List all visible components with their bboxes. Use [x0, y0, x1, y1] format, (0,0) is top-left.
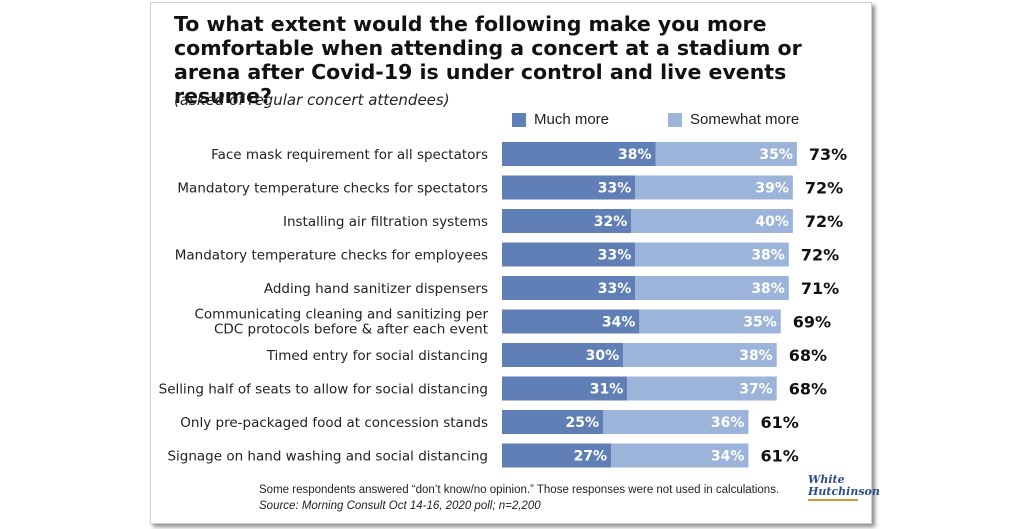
- total-label-2: 72%: [805, 179, 843, 198]
- data-label-much-more-2: 33%: [598, 181, 632, 197]
- data-label-much-more-6: 34%: [602, 315, 636, 331]
- data-label-somewhat-more-9: 36%: [711, 415, 745, 431]
- total-label-5: 71%: [801, 279, 839, 298]
- legend-swatch-much-more: [512, 112, 526, 127]
- bar-somewhat-more-7: [623, 343, 777, 367]
- data-label-somewhat-more-1: 35%: [759, 147, 793, 163]
- category-label-3: Installing air filtration systems: [283, 214, 488, 230]
- category-label-9: Only pre-packaged food at concession sta…: [180, 415, 488, 431]
- footnote: Some respondents answered “don’t know/no…: [259, 484, 780, 496]
- data-label-somewhat-more-8: 37%: [739, 382, 773, 398]
- category-label-1: Face mask requirement for all spectators: [211, 147, 488, 163]
- category-label-line: Mandatory temperature checks for employe…: [175, 248, 488, 264]
- category-label-6: Communicating cleaning and sanitizing pe…: [194, 307, 488, 338]
- total-label-9: 61%: [760, 413, 798, 432]
- stacked-bar-chart: Face mask requirement for all spectators…: [159, 142, 847, 468]
- bar-somewhat-more-5: [635, 276, 789, 300]
- data-label-much-more-3: 32%: [594, 214, 628, 230]
- bar-much-more-6: [502, 309, 640, 334]
- category-label-line: Signage on hand washing and social dista…: [167, 449, 488, 465]
- data-label-much-more-10: 27%: [574, 449, 608, 465]
- category-label-line: Communicating cleaning and sanitizing pe…: [194, 307, 488, 323]
- category-label-line: Selling half of seats to allow for socia…: [159, 382, 488, 398]
- bar-somewhat-more-9: [603, 410, 749, 434]
- logo-text-hutchinson: Hutchinson: [808, 485, 880, 498]
- bar-somewhat-more-1: [655, 142, 797, 166]
- total-label-7: 68%: [789, 346, 827, 365]
- bar-much-more-8: [502, 376, 628, 401]
- legend-item-somewhat-more: Somewhat more: [668, 111, 799, 128]
- category-label-2: Mandatory temperature checks for spectat…: [177, 181, 488, 197]
- category-label-line: Timed entry for social distancing: [266, 348, 488, 364]
- bar-much-more-7: [502, 343, 624, 367]
- data-label-somewhat-more-10: 34%: [711, 449, 745, 465]
- category-label-line: Only pre-packaged food at concession sta…: [180, 415, 488, 431]
- bar-somewhat-more-6: [639, 309, 781, 334]
- data-label-somewhat-more-5: 38%: [751, 281, 785, 297]
- category-label-line: Installing air filtration systems: [283, 214, 488, 230]
- data-label-much-more-4: 33%: [598, 248, 632, 264]
- data-label-much-more-1: 38%: [618, 147, 652, 163]
- category-label-7: Timed entry for social distancing: [266, 348, 488, 364]
- category-label-line: Mandatory temperature checks for spectat…: [177, 181, 488, 197]
- bar-much-more-10: [502, 443, 612, 468]
- source-note: Source: Morning Consult Oct 14-16, 2020 …: [259, 500, 541, 512]
- chart-subtitle: (asked of regular concert attendees): [174, 91, 450, 109]
- legend-item-much-more: Much more: [512, 111, 609, 128]
- category-label-line: Adding hand sanitizer dispensers: [264, 281, 488, 297]
- bar-much-more-4: [502, 242, 636, 267]
- category-label-line: CDC protocols before & after each event: [214, 322, 488, 338]
- total-label-1: 73%: [809, 145, 847, 164]
- data-label-somewhat-more-7: 38%: [739, 348, 773, 364]
- data-label-somewhat-more-6: 35%: [743, 315, 777, 331]
- bar-much-more-3: [502, 209, 632, 233]
- category-label-4: Mandatory temperature checks for employe…: [175, 248, 488, 264]
- bar-much-more-1: [502, 142, 656, 166]
- data-label-much-more-8: 31%: [590, 382, 624, 398]
- chart-title: To what extent would the following make …: [174, 12, 802, 108]
- category-label-8: Selling half of seats to allow for socia…: [159, 382, 488, 398]
- bar-much-more-9: [502, 410, 603, 434]
- total-label-3: 72%: [805, 212, 843, 231]
- total-label-6: 69%: [793, 313, 831, 332]
- bar-somewhat-more-4: [635, 242, 789, 267]
- category-label-5: Adding hand sanitizer dispensers: [264, 281, 488, 297]
- legend-swatch-somewhat-more: [668, 112, 682, 127]
- white-hutchinson-logo: White Hutchinson: [808, 473, 880, 516]
- data-label-somewhat-more-4: 38%: [751, 248, 785, 264]
- bar-much-more-5: [502, 276, 636, 300]
- bar-much-more-2: [502, 175, 636, 200]
- legend-label-much-more: Much more: [534, 111, 610, 128]
- data-label-somewhat-more-3: 40%: [755, 214, 789, 230]
- logo-swoosh: [808, 499, 858, 507]
- total-label-4: 72%: [801, 246, 839, 265]
- bar-somewhat-more-2: [635, 175, 793, 200]
- data-label-much-more-7: 30%: [586, 348, 620, 364]
- logo-text-white: White: [808, 473, 845, 486]
- data-label-much-more-5: 33%: [598, 281, 632, 297]
- legend-label-somewhat-more: Somewhat more: [690, 111, 800, 128]
- bar-somewhat-more-3: [631, 209, 793, 233]
- bar-somewhat-more-10: [611, 443, 749, 468]
- total-label-10: 61%: [760, 447, 798, 466]
- category-label-line: Face mask requirement for all spectators: [211, 147, 488, 163]
- category-label-10: Signage on hand washing and social dista…: [167, 449, 488, 465]
- total-label-8: 68%: [789, 380, 827, 399]
- data-label-much-more-9: 25%: [565, 415, 599, 431]
- bar-somewhat-more-8: [627, 376, 777, 401]
- data-label-somewhat-more-2: 39%: [755, 181, 789, 197]
